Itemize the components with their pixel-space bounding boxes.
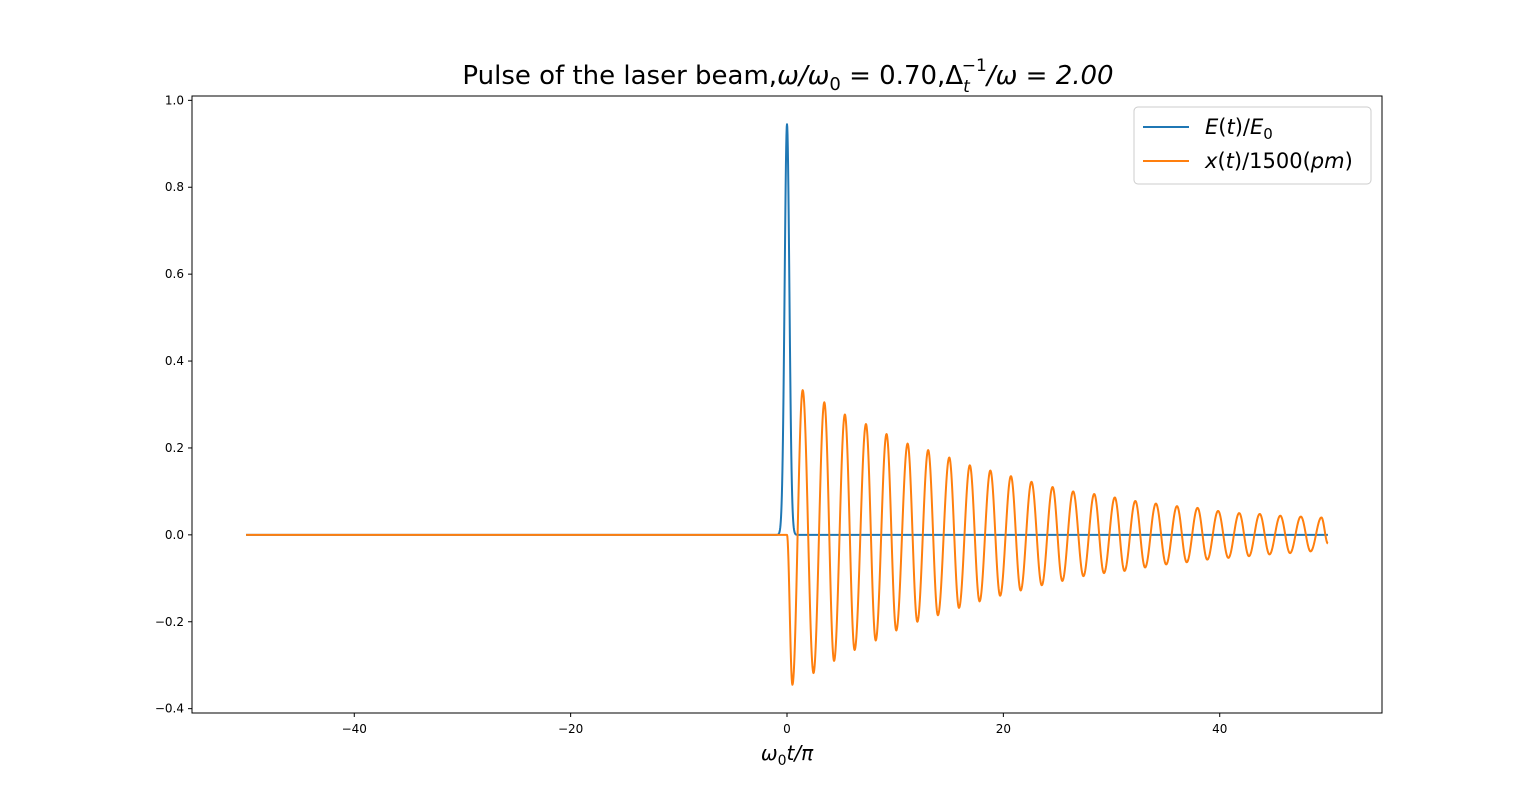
legend: E(t)/E0 x(t)/1500(pm) <box>1133 106 1372 185</box>
y-tick-label: −0.4 <box>155 702 184 716</box>
x-tick-label: 20 <box>996 722 1011 736</box>
plot-area: −40 −20 0 20 40 −0.4 −0.2 0.0 0.2 0.4 0.6 0.8 1.0 <box>155 93 1383 736</box>
title-part2-sub: t <box>963 77 971 97</box>
title-part1-val: = 0.70, <box>841 61 945 91</box>
title-part1-sub: 0 <box>829 74 840 95</box>
x-axis-ticks: −40 −20 0 20 40 <box>342 713 1227 736</box>
y-tick-label: −0.2 <box>155 615 184 629</box>
x-tick-label: 0 <box>783 722 791 736</box>
x-tick-label: −20 <box>558 722 583 736</box>
xlabel-sub: 0 <box>778 753 787 769</box>
y-tick-label: 0.2 <box>165 441 184 455</box>
chart-title: Pulse of the laser beam,ω/ω0 = 0.70,Δt−1… <box>462 56 1113 97</box>
title-part1: ω/ω <box>777 61 829 91</box>
x-tick-label: −40 <box>342 722 367 736</box>
series-line-displacement <box>245 389 1329 686</box>
x-tick-label: 40 <box>1212 722 1227 736</box>
xlabel-rest: t/π <box>787 741 815 765</box>
legend-box <box>1133 106 1372 185</box>
y-tick-label: 0.0 <box>165 528 184 542</box>
y-tick-label: 0.4 <box>165 354 184 368</box>
xlabel-base: ω <box>761 741 778 765</box>
y-axis-ticks: −0.4 −0.2 0.0 0.2 0.4 0.6 0.8 1.0 <box>155 93 192 716</box>
series-layer <box>245 123 1329 686</box>
x-axis-label: ω0t/π <box>761 741 814 769</box>
title-part2-val: /ω = 2.00 <box>985 61 1114 91</box>
title-part2-sup: −1 <box>962 56 987 76</box>
y-tick-label: 1.0 <box>165 93 184 107</box>
title-prefix: Pulse of the laser beam, <box>462 61 777 91</box>
y-tick-label: 0.8 <box>165 180 184 194</box>
legend-label-displacement: x(t)/1500(pm) <box>1204 149 1353 173</box>
y-tick-label: 0.6 <box>165 267 184 281</box>
title-part2: Δ <box>945 61 963 91</box>
legend-label-e-field: E(t)/E0 <box>1205 115 1273 143</box>
